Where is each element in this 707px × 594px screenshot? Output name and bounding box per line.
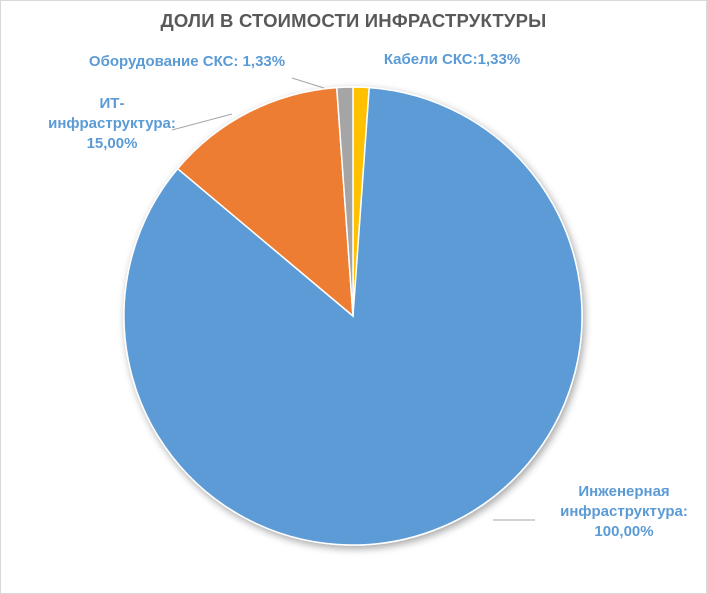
data-label-line: Кабели СКС:1,33% (384, 51, 520, 68)
data-label-line: 15,00% (87, 135, 138, 152)
data-label-line: ИТ- (100, 95, 125, 112)
data-label-engineering-infrastructure: Инженерная инфраструктура: 100,00% (560, 483, 688, 540)
data-label-line: Инженерная (578, 483, 669, 500)
leader-line-it-infrastructure (171, 113, 233, 131)
data-label-cables-sks: Кабели СКС:1,33% (384, 51, 520, 68)
data-label-line: инфраструктура: (48, 115, 176, 132)
data-label-line: инфраструктура: (560, 503, 688, 520)
data-label-line: Оборудование СКС: 1,33% (89, 53, 285, 70)
data-label-line: 100,00% (594, 523, 653, 540)
leader-line-sks-equipment (291, 77, 325, 89)
data-label-sks-equipment: Оборудование СКС: 1,33% (89, 53, 285, 70)
chart-title: ДОЛИ В СТОИМОСТИ ИНФРАСТРУКТУРЫ (160, 10, 547, 31)
pie-slice-it-infrastructure (176, 86, 354, 318)
pie-slice-sks-equipment (335, 86, 354, 317)
data-label-it-infrastructure: ИТ-инфраструктура: 15,00% (48, 95, 176, 152)
